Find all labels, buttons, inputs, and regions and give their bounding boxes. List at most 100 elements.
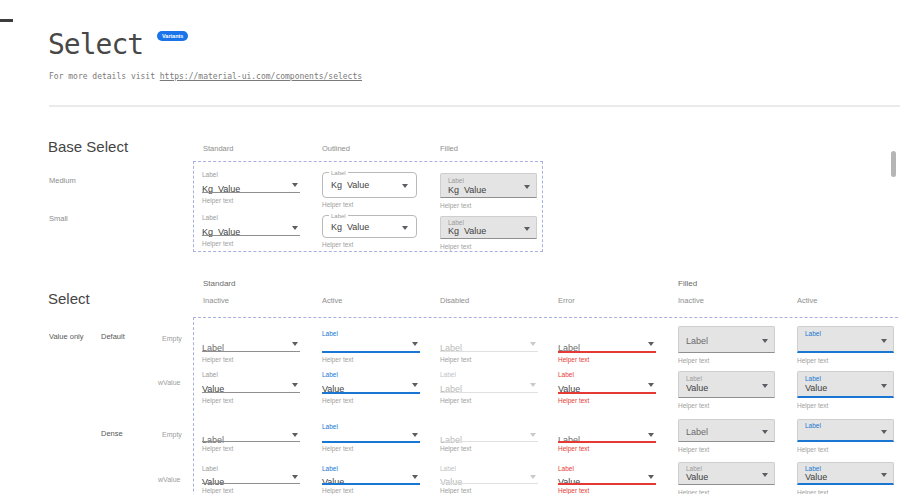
helper-text: Helper text bbox=[202, 487, 233, 494]
helper-text: Helper text bbox=[797, 489, 828, 494]
dropdown-caret-icon[interactable] bbox=[762, 430, 768, 434]
helper-text: Helper text bbox=[322, 487, 353, 494]
dropdown-caret-icon[interactable] bbox=[530, 342, 536, 346]
select-value-text: Value bbox=[218, 184, 240, 194]
dropdown-caret-icon[interactable] bbox=[292, 183, 298, 187]
select-underline bbox=[440, 351, 538, 352]
helper-text: Helper text bbox=[322, 445, 353, 452]
select-box: LabelKgValue bbox=[440, 173, 537, 198]
row-label-medium: Medium bbox=[49, 176, 76, 185]
dropdown-caret-icon[interactable] bbox=[648, 383, 654, 387]
dropdown-caret-icon[interactable] bbox=[524, 185, 530, 189]
select-value: KgValue bbox=[448, 185, 486, 195]
dropdown-caret-icon[interactable] bbox=[402, 184, 408, 188]
select-underline bbox=[202, 392, 300, 393]
helper-text: Helper text bbox=[202, 197, 233, 204]
select-box: LabelKgValue bbox=[322, 215, 417, 238]
helper-text: Helper text bbox=[558, 487, 589, 494]
select-floating-label: Label bbox=[440, 371, 456, 378]
select-floating-label: Label bbox=[805, 422, 821, 429]
column-header-error: Error bbox=[558, 296, 575, 305]
row-label-wvalue-dense: wValue bbox=[158, 476, 180, 483]
dropdown-caret-icon[interactable] bbox=[762, 339, 768, 343]
select-value: Label bbox=[440, 343, 462, 353]
helper-text: Helper text bbox=[440, 243, 471, 250]
adornment-kg: Kg bbox=[202, 227, 213, 237]
dropdown-caret-icon[interactable] bbox=[762, 384, 768, 388]
helper-text: Helper text bbox=[678, 446, 709, 453]
dropdown-caret-icon[interactable] bbox=[530, 383, 536, 387]
helper-text: Helper text bbox=[440, 487, 471, 494]
dropdown-caret-icon[interactable] bbox=[292, 383, 298, 387]
helper-text: Helper text bbox=[202, 397, 233, 404]
dropdown-caret-icon[interactable] bbox=[292, 226, 298, 230]
section-heading-base-select: Base Select bbox=[48, 138, 128, 155]
column-header-outlined: Outlined bbox=[322, 144, 350, 153]
helper-text: Helper text bbox=[322, 356, 353, 363]
select-underline bbox=[202, 483, 300, 484]
select-value: KgValue bbox=[448, 226, 486, 236]
select-value: Value bbox=[805, 383, 827, 393]
select-value: Label bbox=[202, 435, 224, 445]
select-underline bbox=[322, 351, 420, 353]
top-left-dash bbox=[0, 19, 13, 22]
dropdown-caret-icon[interactable] bbox=[412, 342, 418, 346]
dropdown-caret-icon[interactable] bbox=[530, 433, 536, 437]
details-link[interactable]: https://material-ui.com/components/selec… bbox=[160, 72, 362, 81]
scrollbar-thumb[interactable] bbox=[891, 151, 896, 177]
subtitle-text: For more details visit bbox=[49, 72, 160, 81]
helper-text: Helper text bbox=[558, 445, 589, 452]
dropdown-caret-icon[interactable] bbox=[524, 227, 530, 231]
dropdown-caret-icon[interactable] bbox=[881, 430, 887, 434]
select-value-row: Value bbox=[322, 471, 420, 482]
dropdown-caret-icon[interactable] bbox=[648, 475, 654, 479]
helper-text: Helper text bbox=[440, 397, 471, 404]
page-title: Select bbox=[48, 28, 143, 61]
select-value-text: Value bbox=[347, 222, 369, 232]
helper-text: Helper text bbox=[322, 201, 353, 208]
dropdown-caret-icon[interactable] bbox=[412, 383, 418, 387]
dropdown-caret-icon[interactable] bbox=[402, 226, 408, 230]
dropdown-caret-icon[interactable] bbox=[292, 433, 298, 437]
select-value-row: Value bbox=[558, 378, 656, 391]
dropdown-caret-icon[interactable] bbox=[881, 384, 887, 388]
dropdown-caret-icon[interactable] bbox=[412, 475, 418, 479]
variants-badge: Variants bbox=[157, 31, 188, 41]
select-underline bbox=[440, 483, 538, 484]
dropdown-caret-icon[interactable] bbox=[292, 475, 298, 479]
select-value: Kg Value bbox=[331, 222, 369, 232]
dropdown-caret-icon[interactable] bbox=[292, 342, 298, 346]
select-value: Value bbox=[440, 477, 462, 487]
dropdown-caret-icon[interactable] bbox=[881, 473, 887, 477]
dropdown-caret-icon[interactable] bbox=[648, 342, 654, 346]
column-header-active: Active bbox=[322, 296, 342, 305]
adornment-kg: Kg bbox=[331, 222, 342, 232]
dropdown-caret-icon[interactable] bbox=[530, 475, 536, 479]
column-header-inactive: Inactive bbox=[203, 296, 229, 305]
select-value-row: KgValue bbox=[202, 178, 300, 191]
select-value-row: Label bbox=[440, 337, 538, 350]
helper-text: Helper text bbox=[202, 445, 233, 452]
select-box: LabelValue bbox=[797, 462, 894, 485]
select-value: Value bbox=[322, 477, 344, 487]
select-value-row bbox=[322, 429, 420, 440]
select-value-row: Value bbox=[558, 471, 656, 482]
select-underline bbox=[322, 392, 420, 394]
select-value-text: Value bbox=[218, 227, 240, 237]
select-underline bbox=[558, 392, 656, 394]
helper-text: Helper text bbox=[678, 357, 709, 364]
dropdown-caret-icon[interactable] bbox=[648, 433, 654, 437]
dropdown-caret-icon[interactable] bbox=[412, 433, 418, 437]
helper-text: Helper text bbox=[558, 356, 589, 363]
select-value-row: Kg Value bbox=[202, 221, 300, 234]
dropdown-caret-icon[interactable] bbox=[762, 473, 768, 477]
helper-text: Helper text bbox=[678, 489, 709, 494]
select-underline bbox=[322, 441, 420, 443]
select-floating-label: Label bbox=[202, 171, 218, 178]
select-value: Value bbox=[805, 472, 827, 482]
helper-text: Helper text bbox=[678, 402, 709, 409]
helper-text: Helper text bbox=[440, 356, 471, 363]
select-floating-label: Label bbox=[322, 330, 338, 337]
dropdown-caret-icon[interactable] bbox=[881, 339, 887, 343]
select-box: Label bbox=[797, 419, 894, 442]
